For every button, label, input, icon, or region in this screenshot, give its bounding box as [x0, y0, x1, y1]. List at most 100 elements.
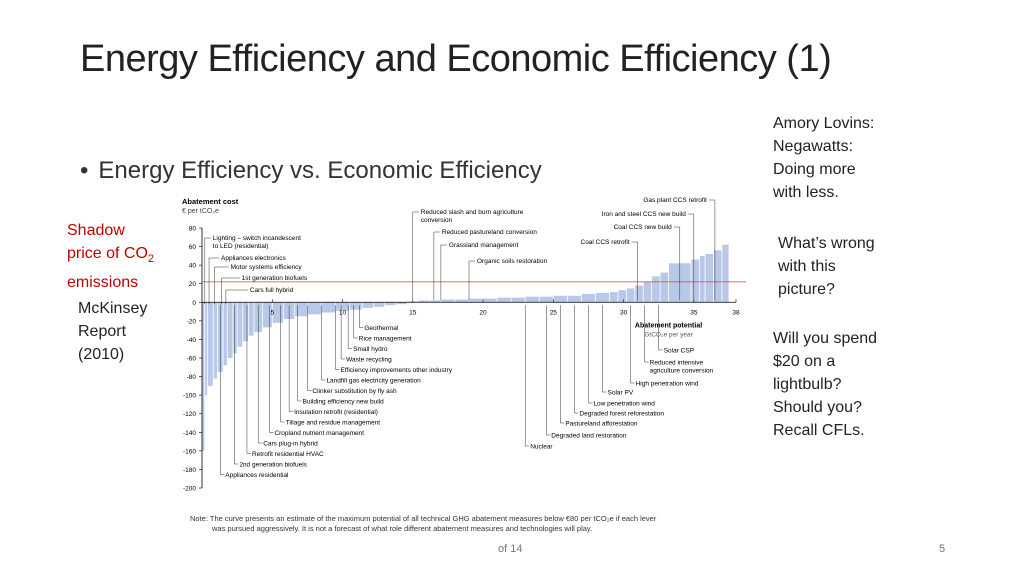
chart-bar-12 [262, 302, 272, 328]
chart-bar-37 [581, 293, 596, 303]
label-top-7: Coal CCS retrofit [581, 239, 630, 246]
shadow-line-2: price of CO2 [67, 242, 154, 271]
label-bl-7: Building efficiency new build [303, 399, 385, 406]
label-bl-2: Small hydro [353, 346, 388, 353]
chart-ytick-label-11: -140 [183, 430, 196, 437]
label-bl-8: Insulation retrofit (residential) [294, 409, 378, 416]
chart-bar-50 [713, 250, 722, 303]
chart-xtick-label-7: 38 [732, 309, 740, 316]
bullet-point: • Energy Efficiency vs. Economic Efficien… [80, 157, 542, 185]
chart-bar-15 [295, 302, 307, 317]
chart-bar-7 [233, 302, 237, 354]
lovins-line-1: Amory Lovins: [773, 115, 875, 132]
chart-ytick-label-0: 80 [189, 226, 197, 233]
shadow-line-1: Shadow [67, 222, 125, 239]
lovins-line-3: Doing more [773, 161, 856, 178]
chart-bar-26 [430, 300, 441, 303]
label-left-3: 1st generation biofuels [242, 275, 308, 282]
label-bl-1: Rice management [359, 336, 412, 343]
label-bl-9: Tillage and residue management [286, 420, 381, 427]
chart-ytick-label-4: 0 [192, 300, 196, 307]
chart-bar-47 [691, 259, 700, 303]
shadow-sub-2: 2 [147, 253, 155, 266]
chart-ytick-label-3: 20 [189, 281, 197, 288]
chart-bar-43 [643, 281, 652, 303]
chart-bar-16 [307, 302, 322, 315]
chart-xtick-label-2: 15 [409, 309, 417, 316]
chart-bar-38 [595, 293, 610, 303]
wrong-line-3: picture? [778, 281, 835, 298]
chart-bar-51 [722, 244, 729, 303]
label-br-1: Reduced intensive [650, 360, 704, 367]
chart-bar-41 [626, 288, 635, 303]
label-bl-14: Appliances residential [225, 472, 289, 479]
label-br-7: Degraded land restoration [551, 433, 627, 440]
page-number: 5 [939, 543, 946, 555]
chart-bar-27 [441, 299, 455, 303]
chart-xtick-label-6: 35 [690, 309, 698, 316]
mckinsey-label: McKinsey Report (2010) [78, 297, 147, 366]
label-br-8: Nuclear [530, 444, 553, 451]
chart-ytick-label-12: -160 [183, 448, 196, 455]
chart-xunit: GtCO₂e per year [644, 331, 693, 338]
chart-bar-32 [511, 297, 525, 303]
chart-bar-34 [539, 296, 553, 303]
label-left-0: Lighting – switch incandescent [213, 235, 301, 242]
chart-bar-25 [418, 300, 430, 303]
chart-bar-19 [349, 302, 362, 310]
chart-bar-17 [321, 302, 336, 313]
label-br-2: High penetration wind [636, 381, 699, 388]
label-br-0: Solar CSP [664, 348, 694, 355]
chart-bar-23 [396, 302, 407, 305]
label-br-5: Degraded forest reforestation [579, 411, 664, 418]
chart-bar-45 [660, 272, 669, 303]
chart-bar-22 [385, 302, 396, 306]
chart-bar-10 [248, 302, 254, 336]
chart-bar-29 [469, 298, 483, 303]
label-br-6: Pastureland afforestation [565, 421, 638, 428]
wrong-line-1: What’s wrong [778, 235, 875, 252]
label-bl-0: Geothermal [364, 325, 399, 332]
shadow-co-text: price of CO [67, 245, 148, 262]
spend-line-2: $20 on a [773, 353, 836, 370]
chart-bar-30 [483, 298, 497, 303]
chart-bar-1 [205, 302, 208, 396]
label-top-5: Iron and steel CCS new build [602, 211, 687, 218]
spend-line-5: Recall CFLs. [773, 422, 865, 439]
chart-bar-21 [373, 302, 385, 307]
label-bl-11: Cars plug-in hybrid [263, 441, 318, 448]
chart-bar-33 [525, 296, 539, 303]
label-left2-0: to LED (residential) [213, 243, 269, 250]
chart-bar-28 [455, 299, 469, 303]
label-left-4: Cars full hybrid [250, 287, 294, 294]
chart-bar-42 [635, 285, 643, 303]
label-top-3: Organic soils restoration [477, 258, 547, 265]
chart-bar-9 [243, 302, 248, 342]
abatement-cost-curve: Abatement cost € per tCO₂e 80 60 40 20 0 -20 -40… [182, 197, 746, 493]
spend-line-4: Should you? [773, 399, 862, 416]
chart-bar-35 [553, 295, 567, 303]
chart-ytick-label-2: 40 [189, 263, 197, 270]
chart-bar-0 [202, 302, 205, 451]
chart-bar-3 [213, 302, 218, 379]
footer-page-count: of 14 [498, 543, 523, 555]
lovins-line-2: Negawatts: [773, 138, 854, 155]
chart-xtick-label-5: 30 [620, 309, 628, 316]
chart-xtick-label-3: 20 [479, 309, 487, 316]
label-bl-10: Cropland nutrient management [274, 430, 364, 437]
chart-ytick-label-8: -80 [187, 374, 197, 381]
label-top-2: Grassland management [449, 242, 519, 249]
shadow-price-label: Shadow price of CO2 emissions [67, 219, 154, 294]
chart-bar-49 [705, 254, 714, 303]
spend-note: Will you spend $20 on a lightbulb? Shoul… [773, 327, 877, 442]
chart-ytick-label-6: -40 [187, 337, 197, 344]
label-bl-3: Waste recycling [346, 357, 392, 364]
label-left-1: Appliances electronics [221, 255, 286, 262]
note-line-1: Note: The curve presents an estimate of … [190, 514, 657, 523]
shadow-line-3: emissions [67, 274, 139, 292]
label-bl-12: Retrofit residential HVAC [252, 451, 324, 458]
mckinsey-line-2: Report [78, 323, 127, 340]
chart-bar-18 [335, 302, 350, 311]
chart-bar-39 [609, 292, 618, 303]
chart-xtick-label-4: 25 [550, 309, 558, 316]
